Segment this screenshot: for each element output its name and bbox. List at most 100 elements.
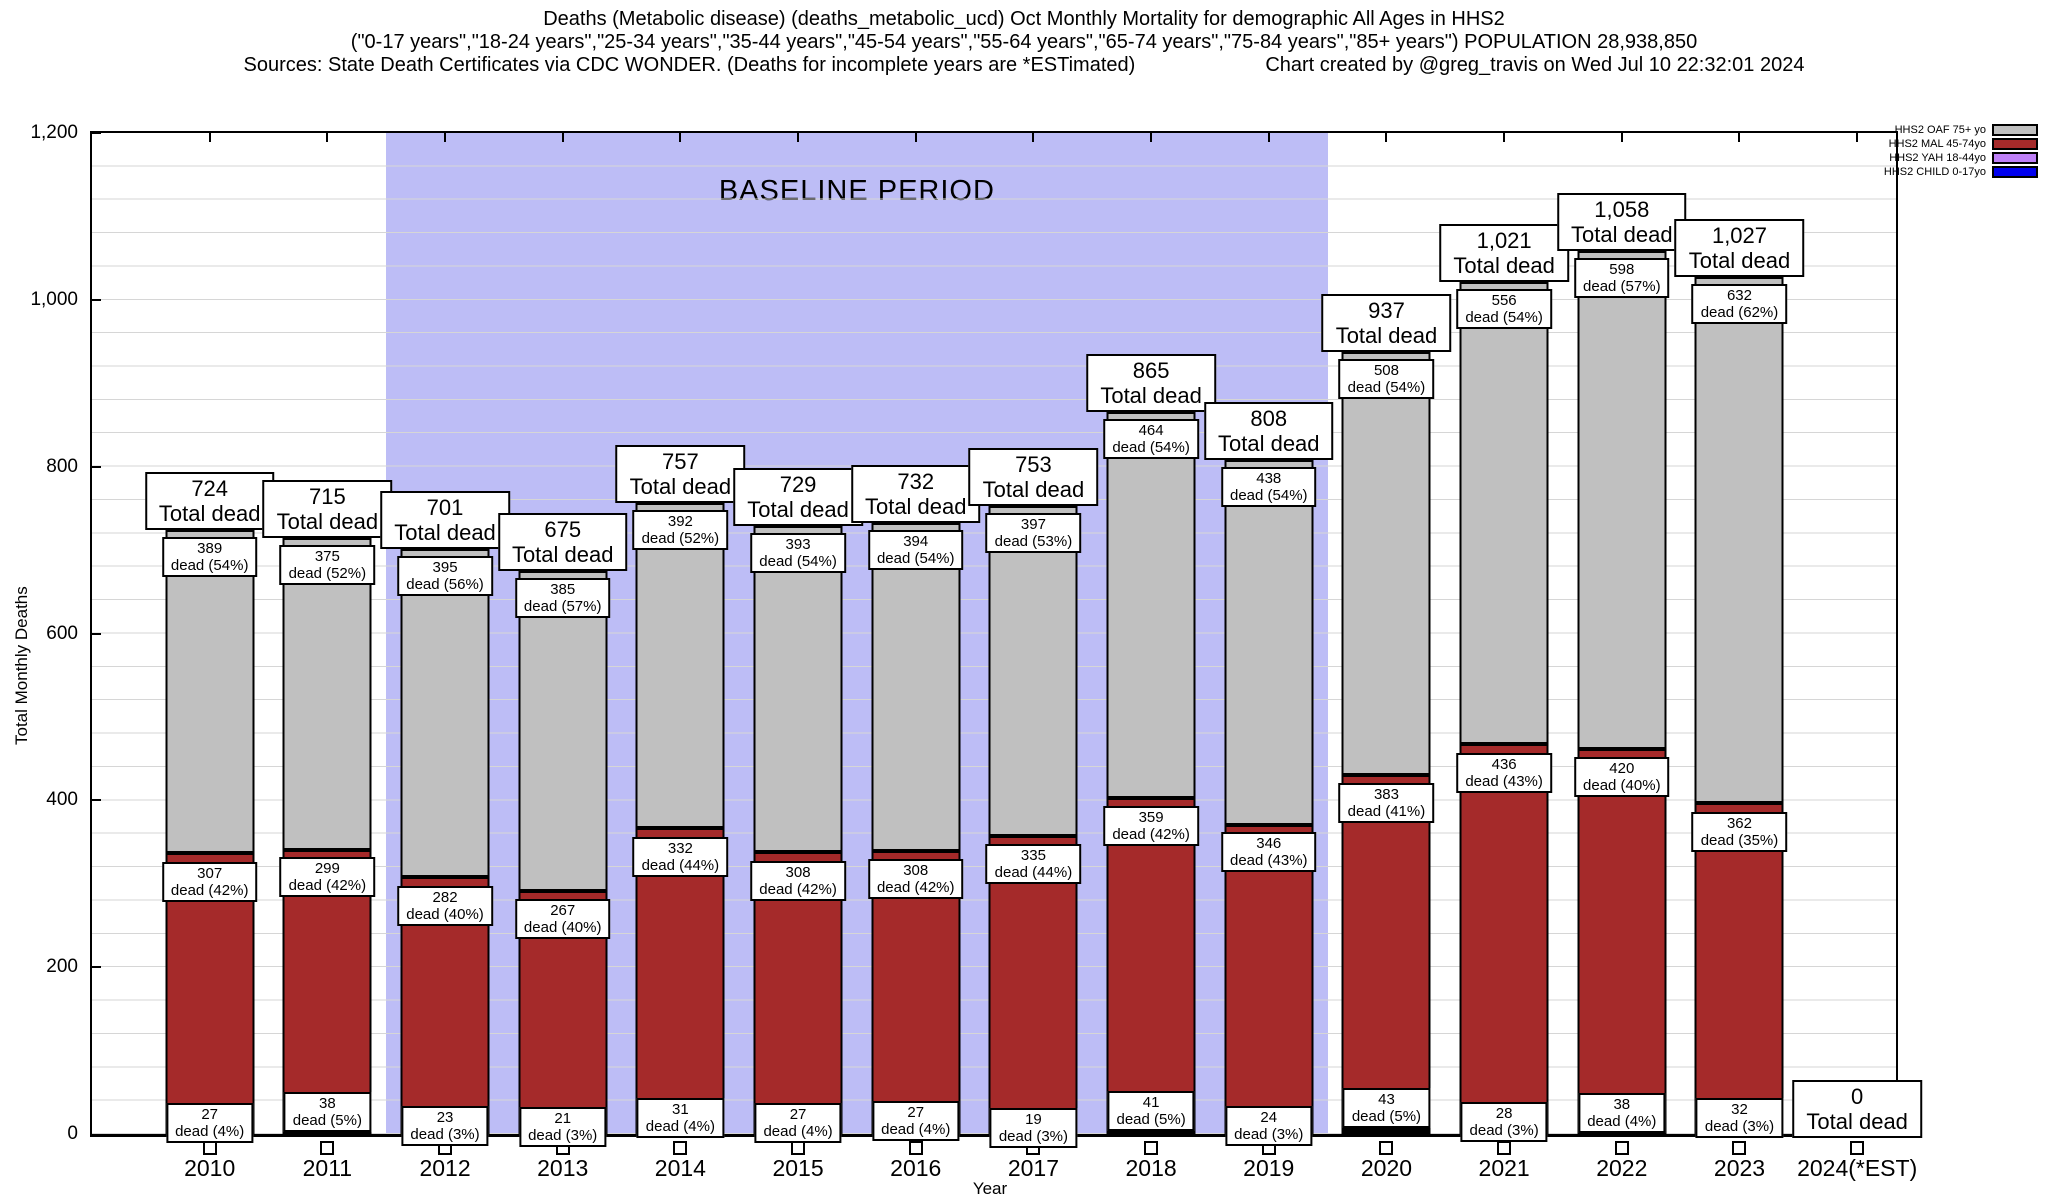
segment-oaf[interactable]	[871, 523, 961, 852]
total-dead-label: 715 Total dead	[262, 479, 393, 538]
oaf-segment-label: 632 dead (62%)	[1691, 284, 1788, 325]
segment-oaf[interactable]	[1459, 282, 1549, 745]
bar-2011[interactable]	[282, 537, 372, 1134]
x-tick-mark-top	[1738, 133, 1741, 142]
segment-oaf[interactable]	[1577, 251, 1667, 749]
oaf-segment-label-value: 508	[1373, 362, 1399, 380]
legend-item: HHS2 CHILD 0-17yo	[1884, 166, 2038, 178]
mal-segment-label-value: 307	[197, 864, 223, 882]
oaf-segment-label-value: 598	[1609, 261, 1635, 279]
bar-2022[interactable]	[1577, 251, 1667, 1134]
mal-segment-label-value: 299	[314, 860, 340, 878]
legend-label: HHS2 YAH 18-44yo	[1889, 152, 1986, 164]
bar-2019[interactable]	[1224, 460, 1314, 1134]
segment-oaf[interactable]	[753, 525, 843, 852]
yah-segment-label-value: 27	[907, 1103, 925, 1121]
oaf-segment-label-text: dead (54%)	[1465, 309, 1543, 327]
segment-oaf[interactable]	[1694, 277, 1784, 803]
bar-2018[interactable]	[1106, 412, 1196, 1134]
total-dead-label: 724 Total dead	[144, 472, 275, 531]
yah-segment-label-value: 41	[1142, 1093, 1160, 1111]
mal-segment-label-text: dead (42%)	[876, 879, 955, 897]
zero-marker	[202, 1141, 217, 1155]
zero-marker	[1144, 1141, 1159, 1155]
x-tick-mark-top	[1620, 133, 1623, 142]
oaf-segment-label: 375 dead (52%)	[279, 544, 376, 585]
x-tick-mark-top	[797, 133, 800, 142]
mal-segment-label: 308 dead (42%)	[867, 859, 964, 900]
plot-area: BASELINE PERIOD 0 200 400 600 800 1,000 1,200 2…	[30, 122, 1922, 1181]
bar-2016[interactable]	[871, 523, 961, 1134]
bar-2017[interactable]	[988, 505, 1078, 1134]
y-tick-mark	[92, 132, 101, 135]
mal-segment-label-value: 436	[1491, 756, 1517, 774]
bar-2020[interactable]	[1341, 352, 1431, 1134]
oaf-segment-label-text: dead (52%)	[288, 564, 367, 582]
total-dead-label-value: 937	[1368, 298, 1405, 324]
y-axis-title: Total Monthly Deaths	[12, 586, 31, 745]
zero-marker	[908, 1141, 923, 1155]
segment-oaf[interactable]	[518, 570, 608, 891]
y-tick-label: 400	[46, 789, 78, 811]
segment-mal[interactable]	[1577, 748, 1667, 1099]
mal-segment-label-text: dead (40%)	[1583, 777, 1661, 795]
legend-label: HHS2 OAF 75+ yo	[1894, 124, 1986, 136]
total-dead-label-value: 757	[662, 448, 699, 474]
total-dead-label-text: Total dead	[1453, 253, 1555, 279]
mal-segment-label-value: 332	[667, 839, 693, 857]
chart-title: Deaths (Metabolic disease) (deaths_metab…	[543, 8, 1505, 30]
total-dead-label: 0 Total dead	[1792, 1080, 1922, 1138]
mal-segment-label-text: dead (44%)	[994, 864, 1073, 882]
total-dead-label: 865 Total dead	[1086, 354, 1216, 413]
segment-oaf[interactable]	[988, 505, 1078, 836]
oaf-segment-label-value: 464	[1138, 422, 1164, 440]
legend-swatch	[1992, 138, 2038, 150]
bar-2013[interactable]	[518, 570, 608, 1134]
zero-marker	[673, 1141, 688, 1155]
bar-2021[interactable]	[1459, 282, 1549, 1134]
mal-segment-label-text: dead (42%)	[759, 880, 837, 898]
x-tick-mark-top	[1503, 133, 1506, 142]
total-dead-label-value: 701	[426, 495, 464, 521]
yah-segment-label: 28 dead (3%)	[1460, 1101, 1548, 1142]
yah-segment-label-text: dead (5%)	[1351, 1107, 1422, 1125]
mal-segment-label-text: dead (44%)	[641, 856, 720, 874]
mal-segment-label-text: dead (42%)	[1112, 826, 1190, 844]
x-tick-label: 2023	[1713, 1155, 1766, 1181]
mal-segment-label-value: 383	[1373, 786, 1399, 804]
yah-segment-label-text: dead (3%)	[410, 1125, 480, 1143]
segment-oaf[interactable]	[165, 530, 255, 853]
total-dead-label-value: 675	[544, 516, 582, 542]
total-dead-label: 1,027 Total dead	[1674, 219, 1805, 278]
total-dead-label-text: Total dead	[1688, 248, 1791, 274]
total-dead-label-text: Total dead	[982, 476, 1085, 502]
bar-2012[interactable]	[400, 549, 490, 1134]
bar-2014[interactable]	[635, 502, 725, 1134]
yah-segment-label-value: 32	[1731, 1101, 1748, 1119]
segment-oaf[interactable]	[635, 502, 725, 829]
bar-2023[interactable]	[1694, 277, 1784, 1134]
total-dead-label-value: 715	[308, 483, 346, 509]
yah-segment-label-value: 24	[1260, 1108, 1278, 1126]
mal-segment-label: 383 dead (41%)	[1338, 783, 1435, 824]
segment-oaf[interactable]	[1106, 412, 1196, 798]
segment-oaf[interactable]	[1224, 460, 1314, 826]
total-dead-label: 1,058 Total dead	[1557, 193, 1687, 252]
segment-oaf[interactable]	[400, 549, 490, 877]
segment-mal[interactable]	[1459, 744, 1549, 1107]
chart-subtitle-sources: Sources: State Death Certificates via CD…	[0, 54, 2048, 77]
mal-segment-label: 346 dead (43%)	[1220, 832, 1317, 873]
yah-segment-label: 27 dead (4%)	[754, 1102, 842, 1143]
x-tick-label: 2014	[654, 1155, 706, 1181]
bar-2015[interactable]	[753, 525, 843, 1134]
yah-segment-label-value: 38	[319, 1094, 336, 1112]
mal-segment-label-value: 308	[785, 863, 811, 881]
x-tick-label: 2012	[419, 1155, 471, 1181]
oaf-segment-label: 392 dead (52%)	[632, 509, 729, 550]
yah-segment-label-text: dead (3%)	[1704, 1118, 1775, 1136]
oaf-segment-label: 393 dead (54%)	[750, 532, 846, 573]
bar-2010[interactable]	[165, 530, 255, 1134]
segment-mal[interactable]	[1341, 775, 1431, 1095]
segment-oaf[interactable]	[1341, 352, 1431, 776]
